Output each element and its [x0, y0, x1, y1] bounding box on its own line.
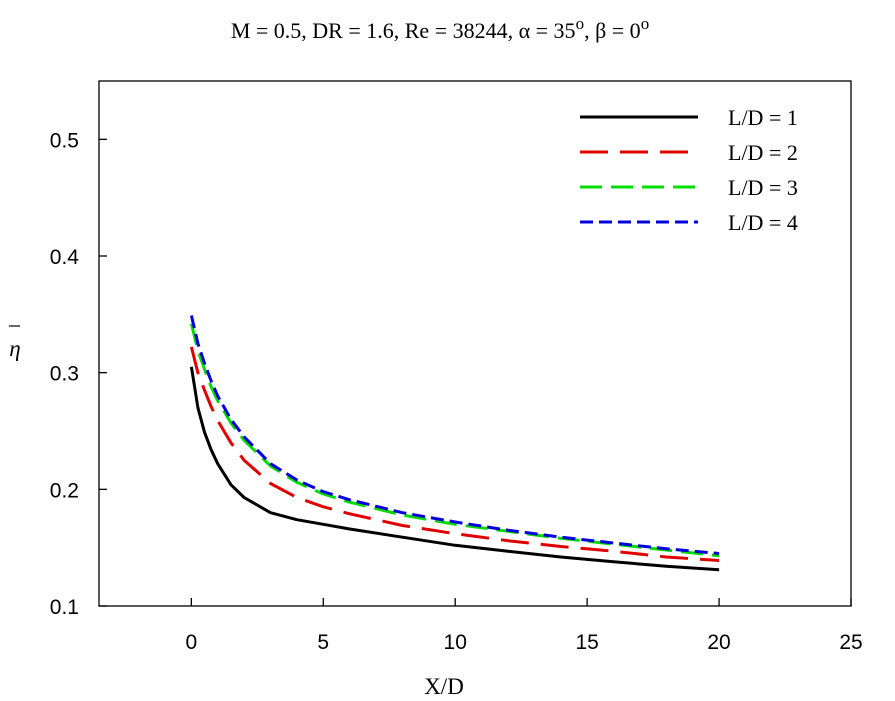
series-line-ld-2	[189, 346, 720, 562]
x-tick-label: 15	[575, 631, 598, 654]
title-alpha-degree: o	[576, 14, 585, 33]
y-axis-label: η	[9, 336, 20, 361]
plot-frame	[98, 80, 852, 607]
x-tick-label: 20	[707, 631, 730, 654]
legend: L/D = 1 L/D = 2 L/D = 3 L/D = 4	[580, 105, 798, 235]
x-tick-label: 10	[444, 631, 467, 654]
x-tick-label: 5	[317, 631, 329, 654]
y-tick-label: 0.3	[50, 363, 79, 386]
y-tick-label: 0.5	[50, 129, 79, 152]
x-tick-label: 0	[186, 631, 198, 654]
series-line-ld-4	[189, 315, 720, 555]
title-beta-degree: o	[641, 14, 650, 33]
legend-label-ld-3: L/D = 3	[728, 175, 798, 200]
y-axis-ticks: 0.1 0.2 0.3 0.4 0.5	[50, 129, 107, 619]
chart-title: M = 0.5, DR = 1.6, Re = 38244, α = 35o, …	[231, 14, 649, 43]
title-separator: ,	[584, 18, 595, 43]
x-tick-label: 25	[839, 631, 862, 654]
legend-label-ld-4: L/D = 4	[728, 210, 798, 235]
legend-label-ld-1: L/D = 1	[728, 105, 798, 130]
legend-label-ld-2: L/D = 2	[728, 140, 798, 165]
title-alpha: α	[519, 18, 531, 43]
series-layer	[189, 315, 720, 572]
title-prefix: M = 0.5, DR = 1.6, Re = 38244,	[231, 18, 519, 43]
title-alpha-value: = 35	[530, 18, 575, 43]
y-tick-label: 0.1	[50, 596, 79, 619]
title-beta: β	[595, 18, 606, 43]
series-line-ld-1	[189, 366, 720, 572]
y-tick-label: 0.4	[50, 246, 80, 269]
title-beta-value: = 0	[606, 18, 640, 43]
y-tick-label: 0.2	[50, 479, 79, 502]
x-axis-ticks: 0 5 10 15 20 25	[186, 598, 863, 654]
x-axis-label: X/D	[424, 674, 464, 699]
y-axis-label-group: η	[9, 325, 21, 361]
